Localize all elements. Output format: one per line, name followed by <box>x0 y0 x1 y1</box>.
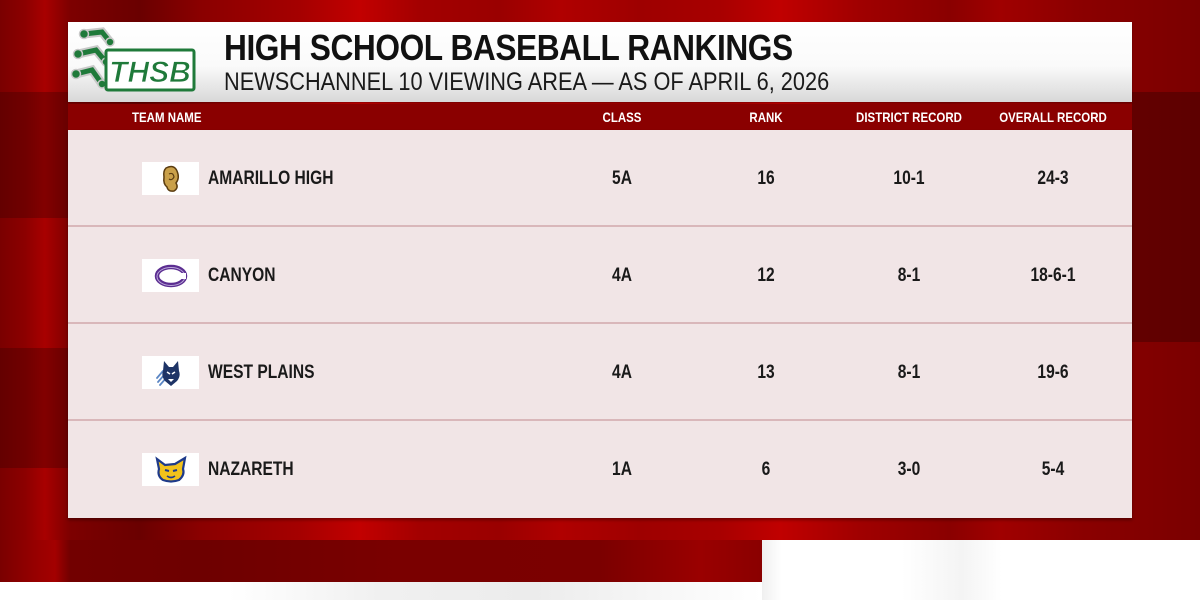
white-area <box>762 540 1200 600</box>
table-row: CANYON 4A 12 8-1 18-6-1 <box>68 227 1132 324</box>
district-record: 10-1 <box>893 168 925 189</box>
team-rank: 6 <box>761 459 771 480</box>
team-rank: 13 <box>757 362 775 383</box>
table-row: WEST PLAINS 4A 13 8-1 19-6 <box>68 324 1132 421</box>
table-header: TEAM NAME CLASS RANK DISTRICT RECORD OVE… <box>68 104 1132 130</box>
column-header-class: CLASS <box>602 109 642 125</box>
team-name: WEST PLAINS <box>208 362 315 383</box>
background-shade <box>0 92 68 218</box>
rankings-table: TEAM NAME CLASS RANK DISTRICT RECORD OVE… <box>68 104 1132 518</box>
column-header-rank: RANK <box>749 109 783 125</box>
overall-record: 5-4 <box>1041 459 1065 480</box>
team-class: 4A <box>612 265 632 286</box>
thsb-logo-icon: THSB <box>70 24 198 100</box>
page-title: HIGH SCHOOL BASEBALL RANKINGS <box>224 27 793 68</box>
team-class: 5A <box>612 168 632 189</box>
white-area <box>0 582 762 600</box>
column-header-team-name: TEAM NAME <box>132 109 202 125</box>
overall-record: 18-6-1 <box>1030 265 1076 286</box>
west-plains-wolf-icon <box>142 356 199 389</box>
title-bar: THSB HIGH SCHOOL BASEBALL RANKINGS NEWSC… <box>68 22 1132 102</box>
red-background-bottom <box>0 540 762 582</box>
team-class: 1A <box>612 459 632 480</box>
team-name: NAZARETH <box>208 459 294 480</box>
team-name: CANYON <box>208 265 276 286</box>
svg-text:THSB: THSB <box>109 56 191 89</box>
team-class: 4A <box>612 362 632 383</box>
team-name: AMARILLO HIGH <box>208 168 334 189</box>
overall-record: 19-6 <box>1037 362 1069 383</box>
team-rank: 16 <box>757 168 775 189</box>
table-row: AMARILLO HIGH 5A 16 10-1 24-3 <box>68 130 1132 227</box>
column-header-overall-record: OVERALL RECORD <box>999 109 1107 125</box>
page-subtitle: NEWSCHANNEL 10 VIEWING AREA — AS OF APRI… <box>224 68 830 96</box>
background-shade <box>1132 92 1200 342</box>
district-record: 8-1 <box>897 265 921 286</box>
table-body: AMARILLO HIGH 5A 16 10-1 24-3 CANYON 4A … <box>68 130 1132 518</box>
nazareth-swifty-icon <box>142 453 199 486</box>
canyon-c-icon <box>142 259 199 292</box>
team-rank: 12 <box>757 265 775 286</box>
table-row: NAZARETH 1A 6 3-0 5-4 <box>68 421 1132 518</box>
overall-record: 24-3 <box>1037 168 1069 189</box>
district-record: 3-0 <box>897 459 921 480</box>
column-header-district-record: DISTRICT RECORD <box>856 109 962 125</box>
amarillo-sandie-icon <box>142 162 199 195</box>
district-record: 8-1 <box>897 362 921 383</box>
background-shade <box>0 348 68 468</box>
